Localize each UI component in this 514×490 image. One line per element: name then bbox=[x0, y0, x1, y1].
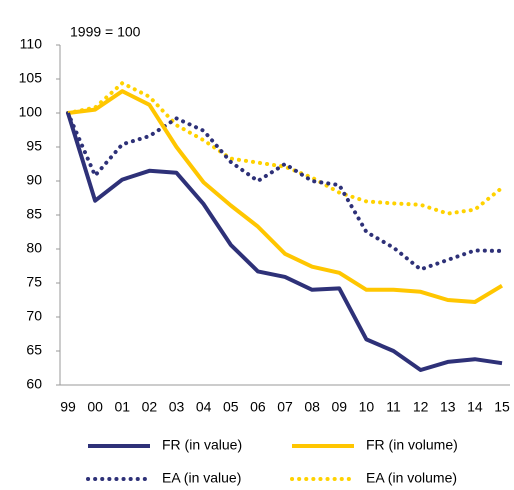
x-tick-label: 11 bbox=[386, 399, 401, 415]
y-tick-label: 80 bbox=[26, 240, 42, 256]
y-tick-label: 75 bbox=[26, 274, 42, 290]
y-tick-label: 90 bbox=[26, 172, 42, 188]
x-tick-label: 00 bbox=[87, 399, 103, 415]
legend-label: EA (in value) bbox=[162, 470, 241, 486]
data-line bbox=[66, 112, 503, 372]
x-tick-label: 05 bbox=[223, 399, 239, 415]
data-line bbox=[67, 89, 504, 304]
x-tick-label: 02 bbox=[142, 399, 158, 415]
x-tick-label: 06 bbox=[250, 399, 266, 415]
y-tick-label: 70 bbox=[26, 308, 42, 324]
y-tick-label: 60 bbox=[26, 376, 42, 392]
x-tick-label: 10 bbox=[359, 399, 375, 415]
legend-label: FR (in value) bbox=[162, 437, 242, 453]
x-tick-label: 12 bbox=[413, 399, 429, 415]
y-tick-label: 95 bbox=[26, 138, 42, 154]
x-tick-label: 04 bbox=[196, 399, 212, 415]
y-tick-label: 110 bbox=[20, 36, 43, 52]
y-tick-label: 85 bbox=[26, 206, 42, 222]
x-tick-label: 15 bbox=[494, 399, 510, 415]
x-tick-label: 03 bbox=[169, 399, 185, 415]
x-tick-label: 14 bbox=[467, 399, 483, 415]
y-tick-label: 100 bbox=[19, 104, 43, 120]
annotation: 1999 = 100 bbox=[70, 24, 141, 40]
x-tick-label: 99 bbox=[60, 399, 76, 415]
legend-label: EA (in volume) bbox=[366, 470, 457, 486]
x-tick-label: 13 bbox=[440, 399, 456, 415]
x-tick-label: 08 bbox=[304, 399, 320, 415]
data-line bbox=[66, 81, 504, 216]
y-tick-label: 105 bbox=[19, 70, 43, 86]
data-line bbox=[66, 111, 504, 272]
x-tick-label: 09 bbox=[331, 399, 347, 415]
x-tick-label: 07 bbox=[277, 399, 293, 415]
x-tick-label: 01 bbox=[114, 399, 130, 415]
legend-label: FR (in volume) bbox=[366, 437, 458, 453]
y-tick-label: 65 bbox=[26, 342, 42, 358]
